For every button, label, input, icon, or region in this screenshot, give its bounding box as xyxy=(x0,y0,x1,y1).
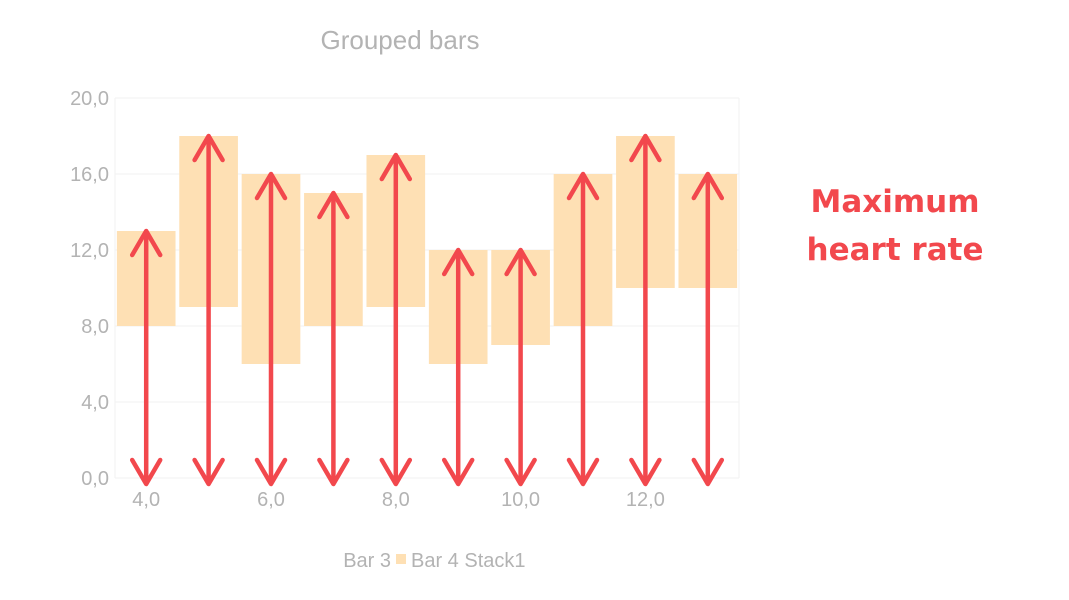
x-tick-label-0: 4,0 xyxy=(132,489,160,511)
y-tick-label-1: 4,0 xyxy=(81,392,109,414)
legend-item-bar-3: Bar 3 xyxy=(343,550,391,572)
arrow-9 xyxy=(691,171,725,487)
annotation-line-2: heart rate xyxy=(806,232,984,268)
arrow-4 xyxy=(379,152,413,487)
y-tick-label-4: 16,0 xyxy=(70,164,109,186)
x-tick-label-3: 10,0 xyxy=(501,489,540,511)
x-tick-label-4: 12,0 xyxy=(626,489,665,511)
y-tick-label-5: 20,0 xyxy=(70,88,109,110)
annotation-label: Maximum heart rate xyxy=(790,178,1000,274)
legend-swatch-bar-4-stack1 xyxy=(396,554,406,564)
x-axis-ticks: 4,0 6,0 8,0 10,0 12,0 xyxy=(132,489,665,511)
arrow-6 xyxy=(504,247,537,487)
arrow-5 xyxy=(441,247,475,487)
arrow-8 xyxy=(629,133,662,487)
arrow-0 xyxy=(129,228,163,487)
legend-item-bar-4-stack1: Bar 4 Stack1 xyxy=(411,550,526,572)
arrow-7 xyxy=(566,171,600,487)
x-tick-label-2: 8,0 xyxy=(382,489,410,511)
y-axis-ticks: 0,0 4,0 8,0 12,0 16,0 20,0 xyxy=(70,88,109,490)
arrow-2 xyxy=(254,171,288,487)
y-tick-label-0: 0,0 xyxy=(81,468,109,490)
max-heart-rate-arrows xyxy=(129,133,725,487)
y-tick-label-3: 12,0 xyxy=(70,240,109,262)
legend: Bar 3 Bar 4 Stack1 xyxy=(343,550,525,572)
chart-title: Grouped bars xyxy=(321,25,480,55)
annotation-line-1: Maximum xyxy=(810,184,980,220)
x-tick-label-1: 6,0 xyxy=(257,489,285,511)
y-tick-label-2: 8,0 xyxy=(81,316,109,338)
arrow-3 xyxy=(317,190,350,487)
arrow-1 xyxy=(192,133,225,487)
